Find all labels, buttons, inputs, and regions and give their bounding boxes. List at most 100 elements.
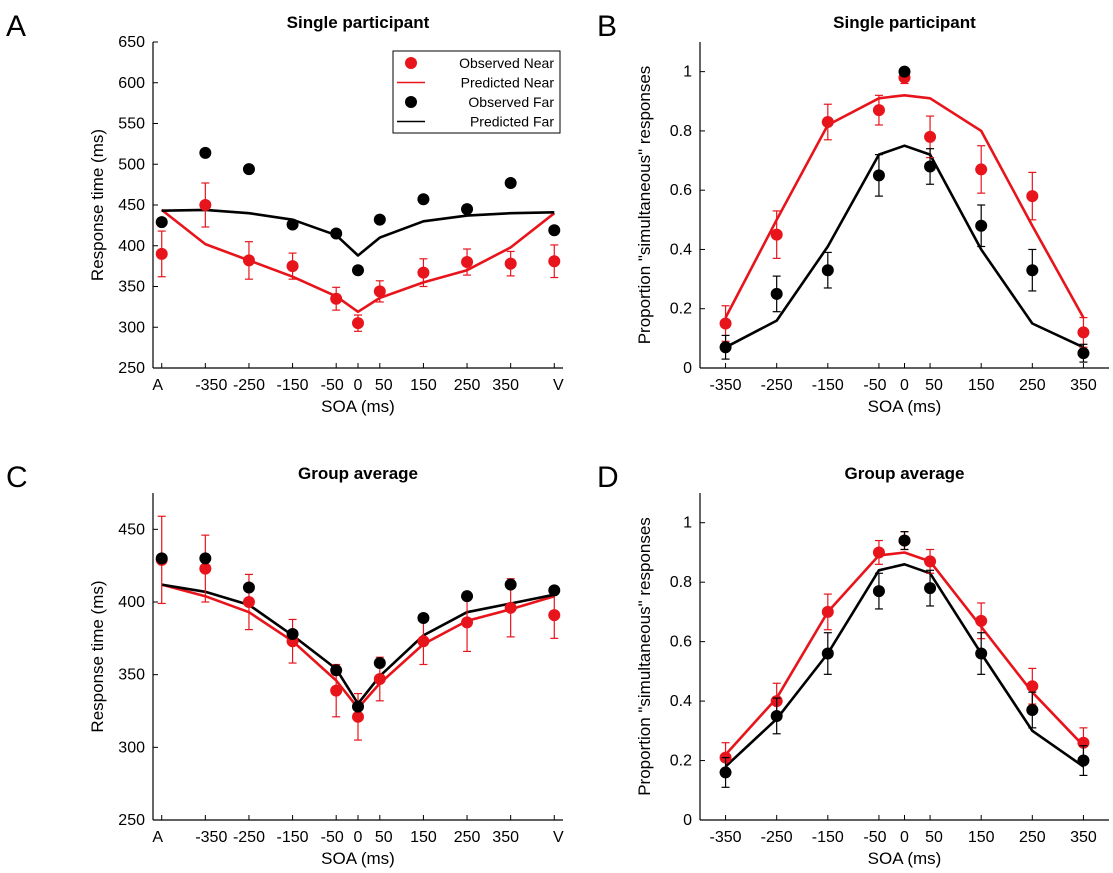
data-point: [1077, 326, 1090, 339]
data-point: [155, 247, 168, 260]
panel-c: C Group average 250 300 350 400 450 A -350 -250 -1…: [6, 461, 564, 868]
data-point: [461, 203, 474, 216]
x-tick-label: 150: [968, 377, 995, 394]
y-tick-label: 300: [118, 319, 145, 336]
data-point: [1026, 680, 1039, 693]
x-tick-label: 350: [1070, 377, 1097, 394]
x-tick-label: 350: [492, 377, 519, 394]
series-points-observed-far: [155, 552, 561, 713]
data-point: [1077, 754, 1090, 767]
x-tick-label: -50: [321, 829, 344, 846]
data-point: [504, 257, 517, 270]
x-tick-label: -350: [195, 829, 227, 846]
y-tick-label: 500: [118, 156, 145, 173]
data-point: [461, 616, 474, 629]
data-point: [417, 635, 430, 648]
y-axis-label: Response time (ms): [88, 129, 107, 281]
x-tick-label: -150: [812, 829, 844, 846]
series-points-observed-near: [719, 531, 1090, 774]
y-axis-label: Response time (ms): [88, 580, 107, 732]
data-point: [373, 657, 386, 670]
legend-label: Predicted Far: [470, 114, 554, 130]
data-point: [352, 700, 364, 713]
data-point: [821, 605, 834, 618]
chart-title: Group average: [298, 464, 418, 483]
y-tick-label: 0.6: [670, 634, 692, 651]
data-point: [504, 601, 517, 614]
y-tick-label: 400: [118, 238, 145, 255]
legend-marker: [405, 57, 417, 69]
x-tick-label: 50: [925, 829, 943, 846]
x-tick-label: -150: [277, 829, 309, 846]
x-tick-label: -250: [233, 829, 265, 846]
x-tick-label: 250: [1019, 377, 1046, 394]
data-point: [461, 256, 474, 269]
chart-title: Single participant: [833, 13, 976, 32]
x-tick-label: 150: [410, 829, 437, 846]
legend: Observed Near Predicted Near Observed Far P…: [392, 50, 561, 134]
series-points-observed-far: [719, 65, 1090, 363]
x-tick-label: -50: [321, 377, 344, 394]
series-line-predicted-far: [724, 563, 1085, 768]
legend-marker: [405, 96, 417, 108]
y-tick-label: 450: [118, 197, 145, 214]
y-tick-label: 450: [118, 521, 145, 538]
x-tick-label: 250: [1019, 829, 1046, 846]
data-point: [872, 169, 885, 182]
data-point: [719, 317, 732, 330]
y-tick-label: 0: [683, 812, 692, 829]
y-tick-label: 350: [118, 279, 145, 296]
data-point: [352, 264, 364, 277]
series-points-observed-far: [719, 531, 1090, 788]
data-point: [199, 146, 212, 159]
x-axis-label: SOA (ms): [321, 397, 395, 416]
data-point: [330, 684, 343, 697]
data-point: [199, 552, 212, 565]
chart-title: Single participant: [287, 13, 430, 32]
legend-label: Observed Far: [468, 94, 554, 110]
series-line-predicted-far: [724, 144, 1084, 349]
x-tick-label: A: [152, 829, 163, 846]
y-tick-label: 550: [118, 116, 145, 133]
data-point: [872, 585, 885, 598]
data-point: [286, 260, 299, 273]
x-tick-label: 0: [900, 829, 909, 846]
data-point: [975, 219, 988, 232]
data-point: [417, 266, 430, 279]
x-tick-label: -150: [812, 377, 844, 394]
data-point: [504, 578, 517, 591]
data-point: [548, 224, 561, 237]
data-point: [1026, 704, 1039, 717]
data-point: [373, 213, 386, 226]
legend-label: Predicted Near: [461, 75, 555, 91]
x-tick-label: -250: [233, 377, 265, 394]
data-point: [924, 555, 937, 568]
data-point: [924, 130, 937, 143]
data-point: [719, 766, 732, 779]
series-points-observed-near: [719, 71, 1090, 348]
series-points-observed-far: [155, 146, 561, 277]
y-tick-label: 0.6: [670, 182, 692, 199]
data-point: [924, 582, 937, 595]
x-axis-label: SOA (ms): [321, 849, 395, 868]
y-tick-label: 250: [118, 812, 145, 829]
y-tick-label: 1: [683, 515, 692, 532]
data-point: [199, 562, 212, 575]
y-tick-label: 1: [683, 64, 692, 81]
legend-box: [392, 50, 561, 134]
data-point: [373, 673, 386, 686]
x-tick-label: -150: [277, 377, 309, 394]
data-point: [975, 163, 988, 176]
data-point: [352, 710, 364, 723]
y-tick-label: 250: [118, 360, 145, 377]
data-point: [417, 193, 430, 206]
x-tick-label: 0: [354, 829, 363, 846]
data-point: [373, 285, 386, 298]
y-tick-label: 0: [683, 360, 692, 377]
data-point: [719, 341, 732, 354]
x-tick-label: 0: [900, 377, 909, 394]
data-point: [770, 709, 783, 722]
data-point: [330, 664, 343, 677]
data-point: [155, 216, 168, 229]
